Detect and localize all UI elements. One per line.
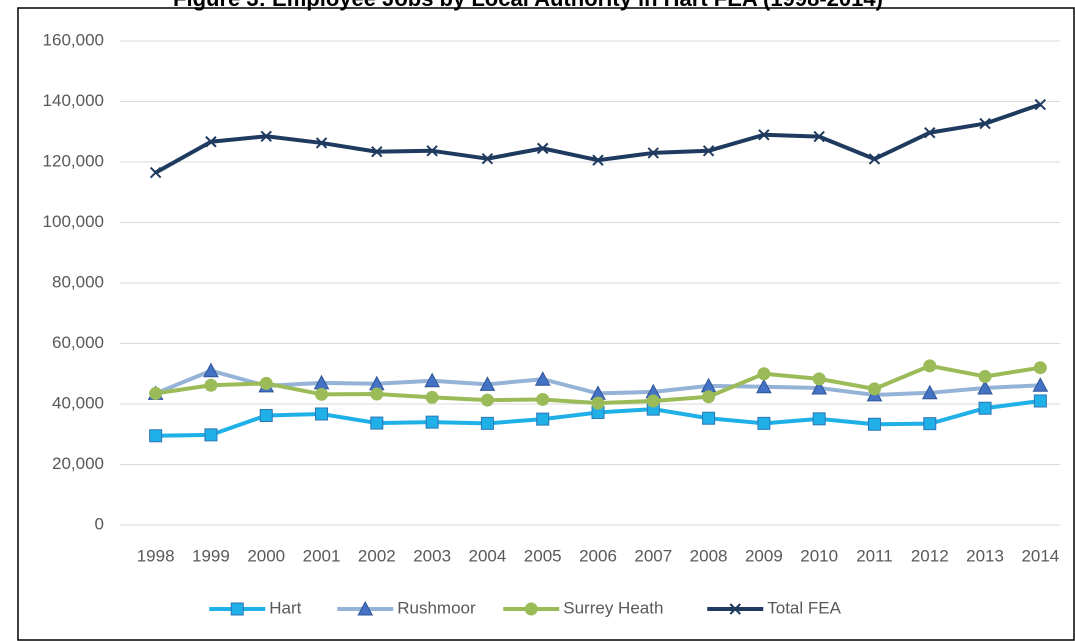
marker: [425, 415, 439, 429]
marker: [812, 372, 826, 386]
marker: [1033, 394, 1047, 408]
x-tick-label: 2014: [1021, 546, 1059, 565]
marker: [813, 130, 825, 143]
x-tick-label: 2011: [856, 546, 893, 565]
y-tick-label: 100,000: [43, 212, 104, 231]
marker: [149, 429, 163, 443]
marker: [647, 147, 660, 159]
legend-label: Surrey Heath: [563, 598, 663, 617]
x-tick-label: 2001: [303, 546, 341, 565]
x-tick-label: 2002: [358, 546, 396, 565]
x-tick-label: 2010: [800, 546, 838, 565]
marker: [536, 142, 549, 155]
marker: [536, 412, 550, 426]
marker: [479, 376, 496, 391]
marker: [260, 130, 272, 142]
marker: [315, 407, 329, 421]
x-tick-label: 2007: [634, 546, 672, 565]
marker: [203, 362, 219, 378]
marker: [1034, 98, 1047, 111]
legend-label: Hart: [269, 598, 301, 617]
y-tick-label: 20,000: [52, 454, 104, 473]
x-tick-label: 2005: [524, 546, 562, 565]
x-tick-label: 2004: [468, 546, 506, 565]
marker: [592, 154, 604, 166]
marker: [1032, 377, 1049, 392]
x-tick-label: 2003: [413, 546, 451, 565]
x-tick-label: 2009: [745, 546, 783, 565]
marker: [757, 367, 771, 381]
legend-marker: [524, 602, 538, 616]
marker: [702, 145, 715, 157]
marker: [480, 416, 494, 430]
marker: [702, 411, 716, 425]
marker: [921, 384, 938, 400]
legend-marker: [230, 602, 244, 616]
marker: [204, 378, 218, 392]
marker: [425, 390, 439, 404]
x-tick-label: 2008: [690, 546, 728, 565]
marker: [923, 359, 937, 373]
chart-title: Figure 3: Employee Jobs by Local Authori…: [173, 0, 883, 11]
legend-marker: [357, 600, 374, 616]
chart-frame: [17, 7, 1075, 641]
marker: [426, 145, 438, 157]
x-tick-label: 1998: [137, 546, 175, 565]
marker: [1033, 361, 1047, 375]
marker: [424, 372, 440, 388]
x-tick-label: 2000: [247, 546, 285, 565]
marker: [259, 376, 273, 390]
y-tick-label: 140,000: [43, 91, 104, 110]
x-tick-label: 2006: [579, 546, 617, 565]
marker: [149, 386, 163, 400]
marker: [757, 416, 771, 430]
marker: [534, 371, 551, 386]
y-tick-label: 160,000: [43, 30, 104, 49]
marker: [977, 379, 993, 395]
y-tick-label: 120,000: [43, 151, 104, 170]
legend-label: Rushmoor: [397, 598, 476, 617]
marker: [370, 387, 384, 401]
marker: [868, 153, 881, 165]
marker: [259, 408, 273, 422]
marker: [480, 393, 494, 407]
marker: [204, 428, 218, 442]
marker: [536, 392, 550, 406]
y-tick-label: 60,000: [52, 333, 104, 352]
marker: [371, 146, 383, 158]
marker: [923, 417, 937, 431]
marker: [149, 166, 162, 179]
x-tick-label: 1999: [192, 546, 230, 565]
marker: [702, 390, 716, 404]
legend-label: Total FEA: [767, 598, 841, 617]
marker: [867, 417, 881, 431]
marker: [924, 126, 936, 139]
legend-marker: [729, 603, 741, 615]
y-tick-label: 80,000: [52, 272, 104, 291]
marker: [370, 416, 384, 430]
marker: [978, 401, 992, 415]
marker: [646, 394, 660, 408]
x-tick-label: 2012: [911, 546, 949, 565]
marker: [979, 117, 991, 130]
marker: [315, 387, 329, 401]
marker: [758, 129, 770, 141]
marker: [591, 396, 605, 410]
marker: [205, 136, 217, 148]
y-tick-label: 0: [95, 514, 104, 533]
marker: [481, 152, 494, 165]
marker: [867, 382, 881, 396]
marker: [978, 369, 992, 383]
y-tick-label: 40,000: [52, 393, 104, 412]
x-tick-label: 2013: [966, 546, 1004, 565]
marker: [756, 378, 772, 394]
marker: [811, 379, 828, 395]
marker: [812, 412, 826, 426]
marker: [315, 137, 328, 149]
